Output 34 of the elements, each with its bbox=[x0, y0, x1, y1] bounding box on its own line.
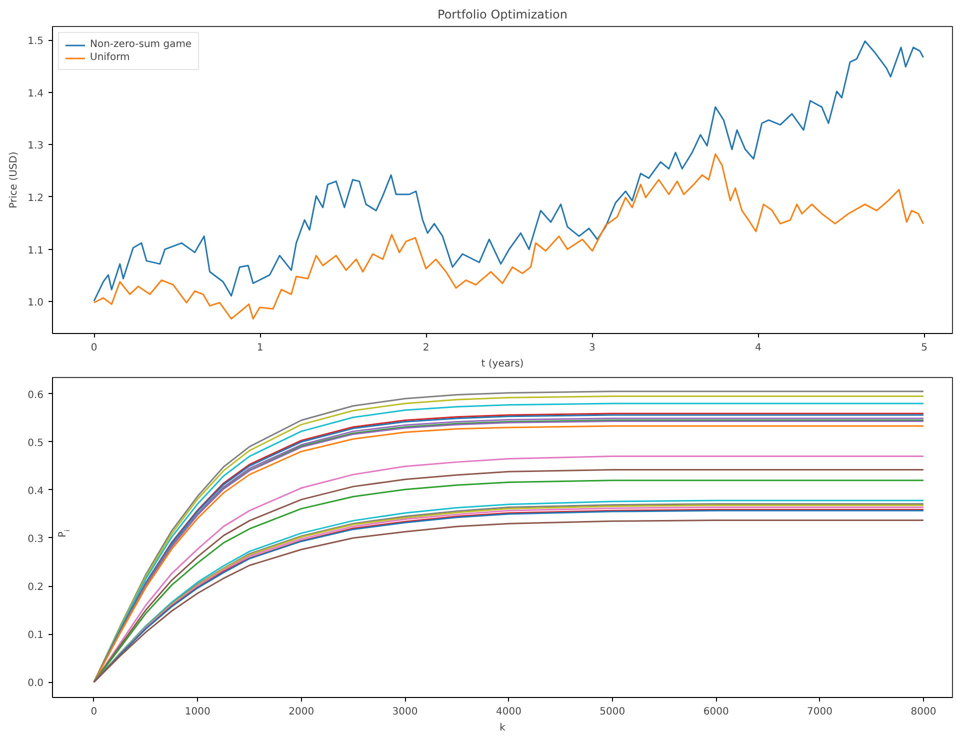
y-tick-label: 1.5 bbox=[28, 36, 44, 48]
y-tick-label: 1.3 bbox=[28, 140, 44, 152]
x-tick-label: 0 bbox=[90, 706, 98, 718]
y-tick-label: 0.6 bbox=[28, 390, 44, 401]
x-axis-title: t (years) bbox=[481, 358, 524, 370]
legend-label: Uniform bbox=[90, 52, 130, 63]
x-tick-label: 5 bbox=[921, 342, 928, 354]
x-tick-label: 1 bbox=[256, 342, 264, 354]
x-axis-title: k bbox=[500, 722, 506, 734]
x-tick-label: 3000 bbox=[392, 706, 418, 718]
x-tick-label: 4000 bbox=[496, 706, 522, 718]
y-axis-title: Price (USD) bbox=[8, 152, 20, 208]
x-tick-label: 8000 bbox=[910, 706, 936, 718]
x-tick-label: 7000 bbox=[807, 706, 833, 718]
x-tick-label: 0 bbox=[90, 342, 98, 354]
x-tick-label: 2 bbox=[422, 342, 430, 354]
x-tick-label: 2000 bbox=[288, 706, 314, 718]
y-tick-label: 1.2 bbox=[28, 192, 44, 204]
y-tick-label: 1.0 bbox=[28, 298, 44, 309]
x-tick-label: 1000 bbox=[184, 706, 210, 718]
legend-label: Non-zero-sum game bbox=[90, 39, 192, 50]
x-tick-label: 5000 bbox=[600, 706, 626, 718]
y-tick-label: 0.4 bbox=[28, 486, 44, 497]
y-tick-label: 0.0 bbox=[28, 678, 44, 690]
y-tick-label: 0.1 bbox=[28, 630, 44, 642]
chart-title: Portfolio Optimization bbox=[438, 8, 568, 22]
y-tick-label: 0.3 bbox=[28, 534, 44, 545]
y-tick-label: 0.5 bbox=[28, 438, 44, 449]
y-tick-label: 1.1 bbox=[28, 245, 44, 256]
x-tick-label: 6000 bbox=[703, 706, 729, 718]
x-tick-label: 4 bbox=[755, 342, 762, 354]
y-tick-label: 1.4 bbox=[28, 88, 44, 100]
y-tick-label: 0.2 bbox=[28, 582, 44, 594]
x-tick-label: 3 bbox=[588, 342, 596, 354]
